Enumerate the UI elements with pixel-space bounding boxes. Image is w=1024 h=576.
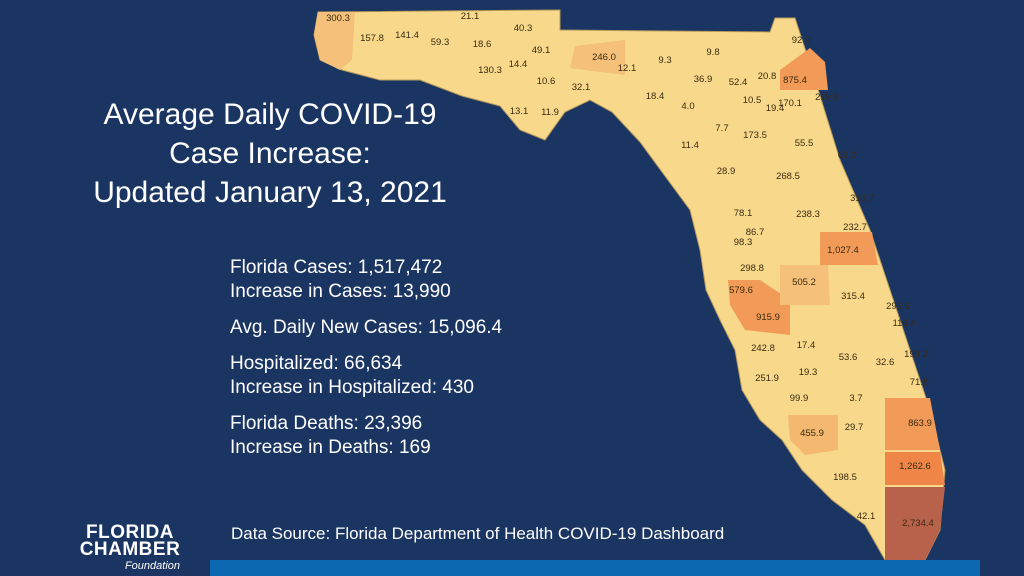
county-value-label: 300.3: [326, 13, 350, 24]
county-value-label: 19.3: [799, 367, 818, 378]
county-value-label: 21.1: [461, 11, 480, 22]
county-value-label: 863.9: [908, 418, 932, 429]
county-value-label: 242.8: [751, 343, 775, 354]
county-value-label: 219.9: [815, 92, 839, 103]
county-value-label: 18.6: [473, 39, 492, 50]
county-value-label: 32.1: [572, 82, 591, 93]
county-value-label: 9.8: [706, 47, 719, 58]
county-value-label: 10.6: [537, 76, 556, 87]
avg-daily-cases: Avg. Daily New Cases: 15,096.4: [230, 317, 503, 338]
florida-shape: [313, 9, 946, 561]
county-value-label: 98.3: [734, 237, 753, 248]
county-value-label: 1,262.6: [899, 461, 931, 472]
county-value-label: 246.0: [592, 52, 616, 63]
county-value-label: 52.4: [729, 77, 748, 88]
county-value-label: 298.8: [740, 263, 764, 274]
county-value-label: 875.4: [783, 75, 807, 86]
county-value-label: 12.1: [618, 63, 637, 74]
county-value-label: 92.0: [792, 35, 811, 46]
county-value-label: 116.4: [892, 318, 915, 329]
county-value-label: 10.5: [743, 95, 762, 106]
florida-cases: Florida Cases: 1,517,472: [230, 257, 443, 278]
county-value-label: 141.4: [395, 30, 419, 41]
region-leon: [570, 40, 625, 75]
county-value-label: 4.0: [681, 101, 694, 112]
county-value-label: 28.9: [717, 166, 736, 177]
county-value-label: 99.9: [790, 393, 809, 404]
title-line: Case Increase:: [169, 137, 371, 170]
region-miami-dade: [885, 487, 945, 560]
increase-deaths: Increase in Deaths: 169: [230, 437, 431, 458]
county-value-label: 268.5: [776, 171, 800, 182]
florida-deaths: Florida Deaths: 23,396: [230, 413, 423, 434]
county-value-label: 251.9: [755, 373, 779, 384]
region-palm-beach: [885, 398, 940, 450]
county-value-label: 9.3: [658, 55, 671, 66]
region-duval: [780, 48, 828, 90]
title-line: Average Daily COVID-19: [103, 98, 437, 131]
county-value-label: 49.1: [532, 45, 551, 56]
county-value-label: 40.3: [514, 23, 533, 34]
county-value-label: 71.8: [910, 377, 929, 388]
county-value-label: 579.6: [729, 285, 753, 296]
county-value-label: 13.1: [510, 106, 529, 117]
title-line: Updated January 13, 2021: [93, 176, 447, 209]
region-pinellas-hillsborough: [728, 280, 790, 335]
county-value-label: 78.1: [734, 208, 753, 219]
footer-bar: [210, 560, 980, 576]
county-value-label: 7.7: [715, 123, 728, 134]
county-value-label: 17.4: [797, 340, 816, 351]
county-value-label: 42.1: [857, 511, 876, 522]
county-value-label: 32.6: [876, 357, 895, 368]
florida-chamber-logo: FLORIDA CHAMBER Foundation: [70, 522, 190, 575]
county-value-label: 915.9: [756, 312, 780, 323]
county-value-label: 11.4: [681, 140, 699, 151]
county-value-label: 295.6: [886, 301, 910, 312]
county-value-label: 455.9: [800, 428, 824, 439]
county-value-label: 20.8: [758, 71, 777, 82]
county-value-label: 59.3: [431, 37, 450, 48]
county-value-label: 170.1: [778, 98, 802, 109]
county-value-label: 18.4: [646, 91, 665, 102]
increase-cases: Increase in Cases: 13,990: [230, 281, 451, 302]
logo-line: FLORIDA: [86, 522, 174, 543]
county-value-label: 55.5: [795, 138, 814, 149]
county-value-label: 130.3: [478, 65, 502, 76]
county-value-label: 310.7: [850, 193, 874, 204]
county-value-label: 1,027.4: [827, 245, 859, 256]
county-value-label: 36.9: [694, 74, 713, 85]
county-value-label: 238.3: [796, 209, 820, 220]
county-value-label: 157.8: [360, 33, 384, 44]
county-value-label: 29.7: [845, 422, 864, 433]
county-value-label: 3.7: [849, 393, 862, 404]
region-broward: [885, 452, 945, 485]
county-value-label: 199.2: [904, 349, 928, 360]
region-orange: [820, 232, 878, 265]
county-value-label: 86.7: [746, 227, 765, 238]
page-title: Average Daily COVID-19 Case Increase: Up…: [40, 95, 500, 212]
county-value-label: 14.4: [509, 59, 528, 70]
county-value-label: 53.6: [839, 352, 858, 363]
county-value-label: 11.9: [541, 107, 559, 118]
stats-panel: Florida Cases: 1,517,472 Increase in Cas…: [230, 256, 502, 472]
region-lee: [788, 415, 838, 455]
county-value-label: 173.5: [743, 130, 767, 141]
county-value-label: 19.4: [766, 103, 785, 114]
hospitalized: Hospitalized: 66,634: [230, 353, 403, 374]
data-source: Data Source: Florida Department of Healt…: [231, 524, 725, 543]
region-polk: [780, 265, 830, 305]
logo-line: Foundation: [124, 560, 180, 572]
region-escambia: [314, 12, 355, 70]
county-value-label: 198.5: [833, 472, 857, 483]
logo-line: CHAMBER: [79, 539, 181, 560]
increase-hospitalized: Increase in Hospitalized: 430: [230, 377, 474, 398]
county-value-label: 315.4: [841, 291, 865, 302]
county-value-label: 2,734.4: [902, 518, 934, 529]
county-value-label: 232.7: [843, 222, 867, 233]
county-value-label: 505.2: [792, 277, 816, 288]
county-value-label: 62.2: [838, 150, 857, 161]
